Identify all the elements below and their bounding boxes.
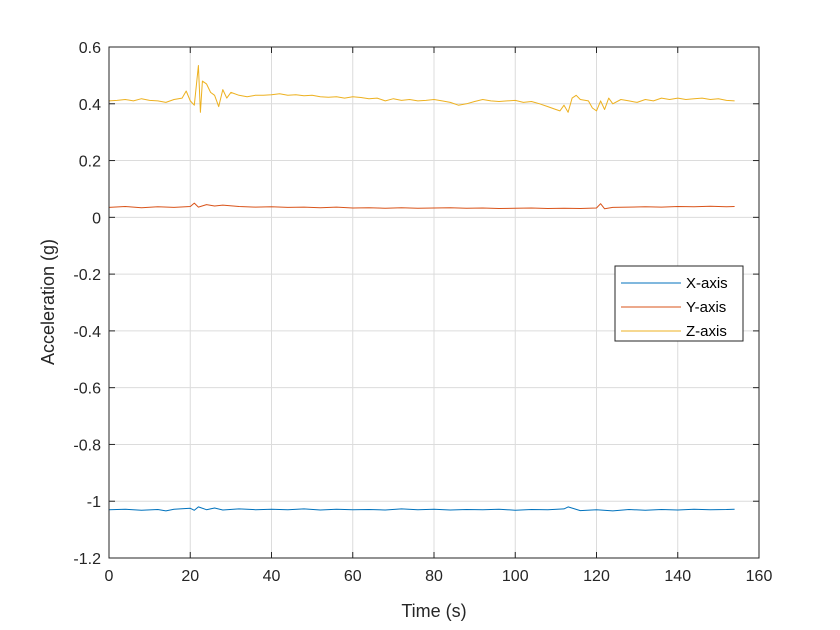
legend-label: Z-axis [686,323,727,340]
x-tick-label: 80 [425,568,443,585]
x-tick-label: 160 [746,568,773,585]
x-tick-label: 0 [105,568,114,585]
x-tick-label: 40 [263,568,281,585]
y-axis-label: Acceleration (g) [38,239,58,365]
x-tick-label: 140 [664,568,691,585]
legend-box [614,265,744,342]
series-lines [108,65,735,512]
y-tick-label: -1 [87,494,101,511]
legend-label: Y-axis [686,299,726,316]
y-tick-label: 0.6 [79,40,101,57]
y-tick-label: 0.4 [79,97,101,114]
y-tick-label: 0 [92,210,101,227]
legend-label: X-axis [686,275,728,292]
series-line-x-axis [108,506,735,512]
x-axis-label: Time (s) [401,601,466,621]
ticks: 0 20 40 60 80 100 120 140 160 -1.2 -1 -0.8 -0.6 -0.4 -… [73,40,772,585]
y-tick-label: -0.2 [73,267,101,284]
y-tick-label: -0.6 [73,381,101,398]
x-tick-label: 20 [181,568,199,585]
series-line-z-axis [108,65,735,113]
y-tick-label: -0.4 [73,324,101,341]
series-line-y-axis [108,202,735,210]
legend: X-axis Y-axis Z-axis [614,265,744,342]
x-tick-label: 100 [502,568,529,585]
y-tick-label: -0.8 [73,437,101,454]
y-tick-label: -1.2 [73,551,101,568]
x-tick-label: 60 [344,568,362,585]
x-tick-label: 120 [583,568,610,585]
y-tick-label: 0.2 [79,154,101,171]
